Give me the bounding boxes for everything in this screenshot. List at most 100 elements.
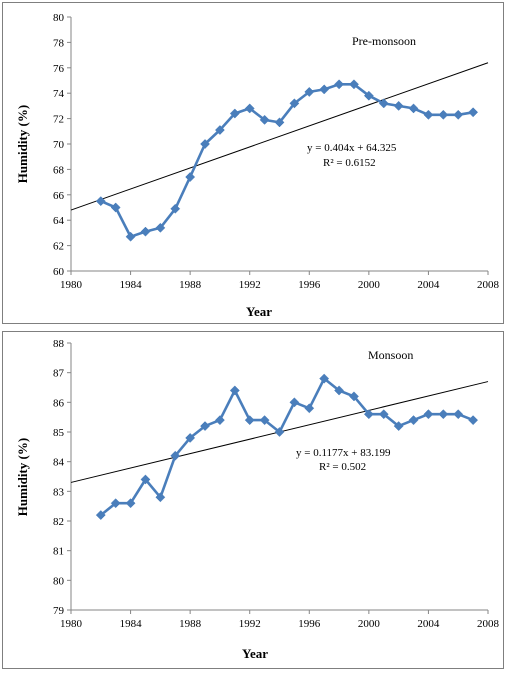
data-point-marker xyxy=(393,421,404,432)
data-point-marker xyxy=(185,432,196,443)
data-point-marker xyxy=(274,117,285,128)
trendline-line xyxy=(70,62,489,211)
data-point-marker xyxy=(170,203,181,214)
y-axis-title: Humidity (%) xyxy=(15,438,30,516)
data-point-marker xyxy=(393,100,404,111)
data-point-marker xyxy=(125,498,136,509)
data-point-marker xyxy=(423,409,434,420)
data-point-marker xyxy=(378,98,389,109)
y-tick-label: 68 xyxy=(53,164,65,176)
data-point-marker xyxy=(289,397,300,408)
series-humidity xyxy=(95,79,479,242)
y-tick-label: 80 xyxy=(53,575,65,587)
data-point-marker xyxy=(95,510,106,521)
trend-equation: y = 0.404x + 64.325 xyxy=(307,142,397,154)
data-point-marker xyxy=(319,84,330,95)
y-ticks: 60 62 64 66 68 70 72 74 76 78 80 xyxy=(53,12,71,278)
x-ticks: 1980 1984 1988 1992 1996 2000 2004 2008 xyxy=(60,271,500,291)
data-point-marker xyxy=(200,421,210,432)
y-tick-label: 84 xyxy=(53,457,65,469)
data-point-marker xyxy=(155,492,166,503)
x-tick-label: 1996 xyxy=(298,279,321,291)
x-tick-label: 2008 xyxy=(477,618,500,630)
data-point-marker xyxy=(229,108,240,119)
x-tick-label: 1988 xyxy=(179,279,202,291)
data-point-marker xyxy=(214,415,225,426)
x-tick-label: 1984 xyxy=(120,279,143,291)
data-point-marker xyxy=(453,409,464,420)
data-point-marker xyxy=(140,474,151,485)
trendline xyxy=(70,62,489,211)
data-point-marker xyxy=(289,98,300,109)
y-tick-label: 72 xyxy=(53,114,64,126)
y-tick-label: 86 xyxy=(53,397,65,409)
y-tick-label: 70 xyxy=(53,139,65,151)
trend-equation: y = 0.1177x + 83.199 xyxy=(296,447,391,459)
x-tick-label: 1988 xyxy=(179,618,202,630)
y-ticks: 79 80 81 82 83 84 85 86 87 88 xyxy=(53,338,71,617)
x-axis-title: Year xyxy=(246,304,272,319)
chart-panel-pre-monsoon: 60 62 64 66 68 70 72 74 76 78 80 1980 1984 1988 1992 1… xyxy=(2,2,504,324)
data-point-marker xyxy=(274,427,285,437)
data-point-marker xyxy=(259,415,270,426)
y-tick-label: 83 xyxy=(53,486,65,498)
y-tick-label: 81 xyxy=(53,546,64,558)
data-point-marker xyxy=(423,109,434,120)
data-point-marker xyxy=(170,450,181,461)
data-point-marker xyxy=(110,498,121,509)
y-axis-title: Humidity (%) xyxy=(15,105,30,183)
y-tick-label: 74 xyxy=(53,88,65,100)
y-tick-label: 80 xyxy=(53,12,65,24)
data-point-marker xyxy=(244,415,255,426)
data-point-marker xyxy=(453,109,464,120)
data-point-marker xyxy=(349,79,359,90)
data-point-marker xyxy=(125,231,136,242)
series-label: Monsoon xyxy=(368,348,413,362)
chart-panel-monsoon: 79 80 81 82 83 84 85 86 87 88 1980 1984 1988 1992 199… xyxy=(2,331,504,669)
trend-r2: R² = 0.502 xyxy=(319,461,366,473)
data-point-marker xyxy=(334,79,345,90)
series-line xyxy=(100,83,474,238)
y-tick-label: 60 xyxy=(53,266,65,278)
data-point-marker xyxy=(408,415,419,426)
data-point-marker xyxy=(110,202,121,213)
y-tick-label: 79 xyxy=(53,605,65,617)
data-point-marker xyxy=(468,415,479,426)
data-point-marker xyxy=(319,373,330,384)
x-tick-label: 2000 xyxy=(358,279,381,291)
x-tick-label: 1992 xyxy=(239,279,261,291)
data-point-marker xyxy=(185,172,196,182)
axes xyxy=(70,343,488,611)
y-tick-label: 76 xyxy=(53,63,65,75)
x-tick-label: 2004 xyxy=(417,618,440,630)
axes xyxy=(70,17,488,272)
x-tick-label: 1992 xyxy=(239,618,261,630)
y-tick-label: 66 xyxy=(53,190,65,202)
data-point-marker xyxy=(363,409,374,420)
y-tick-label: 85 xyxy=(53,427,65,439)
x-tick-label: 1996 xyxy=(298,618,321,630)
data-point-marker xyxy=(214,125,225,135)
y-tick-label: 62 xyxy=(53,241,64,253)
data-point-marker xyxy=(378,409,389,420)
x-tick-label: 1980 xyxy=(60,618,83,630)
data-point-marker xyxy=(140,226,151,237)
x-ticks: 1980 1984 1988 1992 1996 2000 2004 2008 xyxy=(60,610,500,630)
data-point-marker xyxy=(468,107,479,118)
y-tick-label: 78 xyxy=(53,37,65,49)
data-point-marker xyxy=(244,103,255,114)
data-point-marker xyxy=(438,109,449,120)
x-axis-title: Year xyxy=(242,646,268,661)
y-tick-label: 82 xyxy=(53,516,64,528)
data-point-marker xyxy=(438,409,449,420)
series-humidity xyxy=(95,373,479,521)
x-tick-label: 2004 xyxy=(417,279,440,291)
y-tick-label: 64 xyxy=(53,215,65,227)
y-tick-label: 87 xyxy=(53,368,65,380)
data-point-marker xyxy=(363,90,374,101)
data-point-marker xyxy=(200,139,210,149)
data-point-marker xyxy=(408,103,419,114)
series-label: Pre-monsoon xyxy=(352,34,416,48)
data-point-marker xyxy=(334,385,345,396)
